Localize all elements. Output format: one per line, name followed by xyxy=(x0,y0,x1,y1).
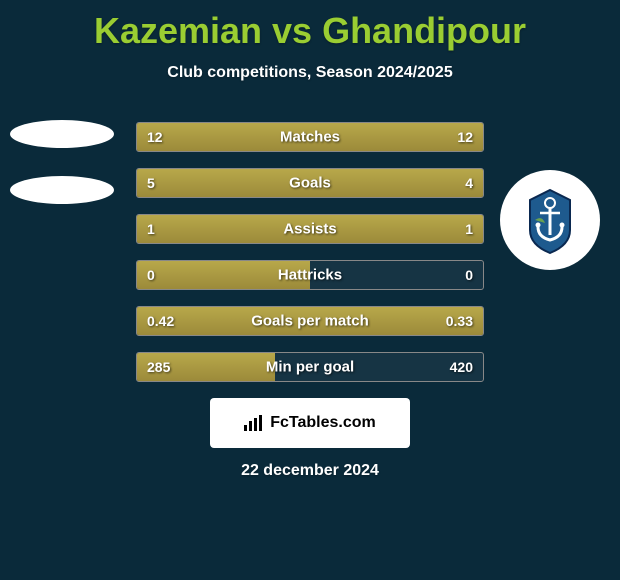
stat-value-left: 0.42 xyxy=(147,313,174,329)
stat-value-left: 1 xyxy=(147,221,155,237)
footer-date: 22 december 2024 xyxy=(0,462,620,480)
stat-value-right: 420 xyxy=(450,359,473,375)
comparison-subtitle: Club competitions, Season 2024/2025 xyxy=(0,64,620,82)
stat-value-left: 285 xyxy=(147,359,170,375)
stat-value-right: 1 xyxy=(465,221,473,237)
chart-icon xyxy=(244,415,264,431)
footer-brand-box: FcTables.com xyxy=(210,398,410,448)
stat-bar-right xyxy=(327,169,483,197)
stat-row-matches: 12 12 Matches xyxy=(136,122,484,152)
stat-value-right: 0 xyxy=(465,267,473,283)
anchor-crest-icon xyxy=(520,185,580,255)
stat-label: Min per goal xyxy=(266,359,354,376)
stat-value-right: 4 xyxy=(465,175,473,191)
stat-row-goals: 5 4 Goals xyxy=(136,168,484,198)
stats-bars-container: 12 12 Matches 5 4 Goals 1 1 Assists 0 0 Hattricks 0.… xyxy=(136,122,484,382)
stat-label: Hattricks xyxy=(278,267,342,284)
player-left-placeholder xyxy=(10,120,114,232)
stat-value-left: 0 xyxy=(147,267,155,283)
stat-row-hattricks: 0 0 Hattricks xyxy=(136,260,484,290)
stat-label: Assists xyxy=(283,221,336,238)
stat-value-right: 0.33 xyxy=(446,313,473,329)
club-crest-right xyxy=(500,170,600,270)
stat-value-left: 12 xyxy=(147,129,163,145)
stat-label: Goals per match xyxy=(251,313,369,330)
ellipse-shape xyxy=(10,120,114,148)
stat-value-right: 12 xyxy=(457,129,473,145)
stat-value-left: 5 xyxy=(147,175,155,191)
stat-row-assists: 1 1 Assists xyxy=(136,214,484,244)
stat-row-min-per-goal: 285 420 Min per goal xyxy=(136,352,484,382)
stat-label: Matches xyxy=(280,129,340,146)
stat-label: Goals xyxy=(289,175,331,192)
comparison-title: Kazemian vs Ghandipour xyxy=(0,0,620,52)
stat-row-goals-per-match: 0.42 0.33 Goals per match xyxy=(136,306,484,336)
ellipse-shape xyxy=(10,176,114,204)
footer-brand-text: FcTables.com xyxy=(270,414,376,432)
